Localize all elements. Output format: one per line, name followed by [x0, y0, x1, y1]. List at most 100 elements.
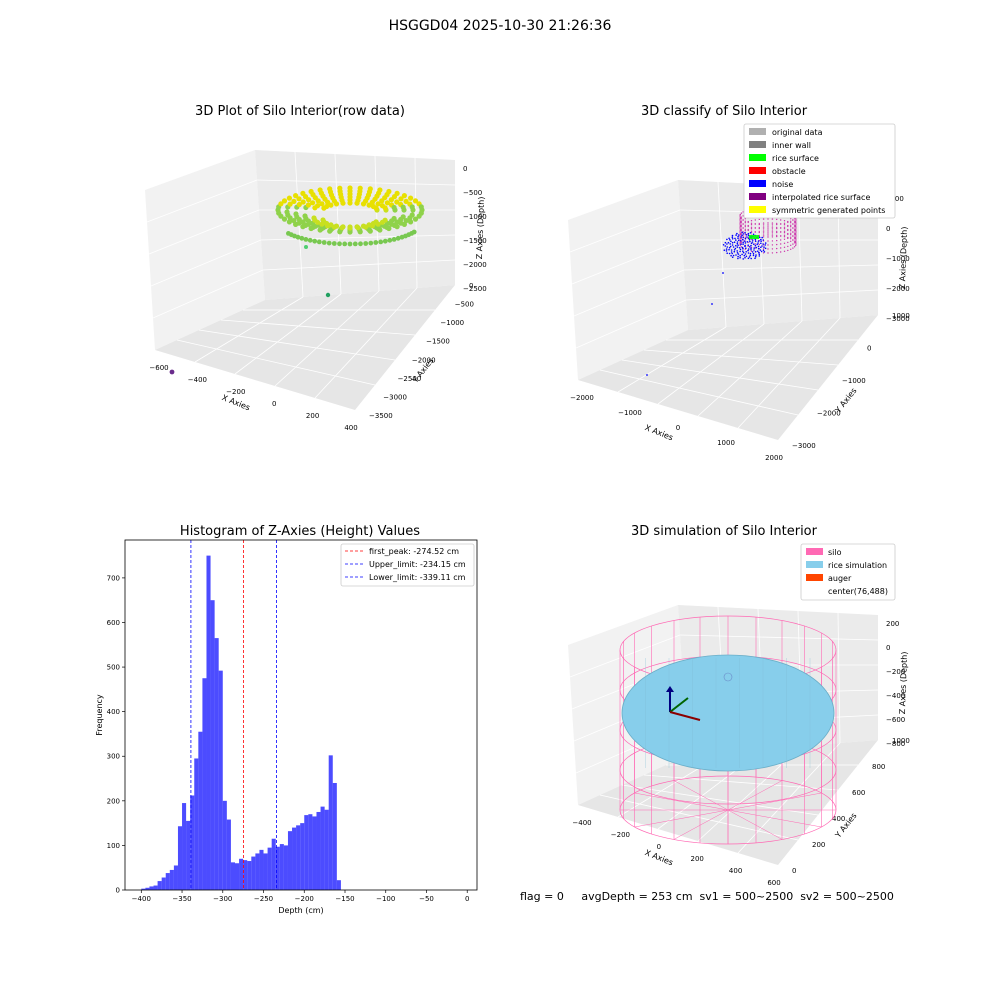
silo-floor-line [727, 792, 822, 811]
interpolated-point [744, 220, 746, 222]
interpolated-point [795, 240, 797, 243]
grid-line [599, 369, 799, 416]
interpolated-point [750, 222, 753, 224]
noise-point [752, 252, 755, 255]
noise-point [742, 248, 744, 250]
noise-point [745, 247, 747, 249]
interpolated-point [767, 236, 769, 238]
noise-point [752, 254, 755, 257]
z-tick-label: −600 [886, 716, 905, 724]
raw-point [387, 237, 393, 243]
noise-point [740, 240, 742, 242]
noise-point [751, 239, 754, 241]
interpolated-point [771, 222, 774, 224]
interpolated-point [762, 230, 765, 232]
raw-point [340, 224, 346, 230]
legend-label: Lower_limit: -339.11 cm [369, 573, 466, 582]
noise-point [752, 233, 755, 236]
noise-point [749, 232, 752, 234]
interpolated-point [747, 245, 749, 248]
interpolated-point [795, 227, 797, 229]
noise-point [737, 235, 739, 238]
interpolated-point [739, 241, 741, 244]
interpolated-point [783, 220, 786, 222]
grid-line [194, 296, 304, 363]
x-tick-label: 1000 [717, 439, 735, 447]
raw-point [391, 204, 397, 211]
noise-point [742, 250, 744, 252]
z-tick-label: −1500 [463, 237, 487, 245]
raw-plot: −600−400−20002004000−500−1000−1500−2000−… [145, 150, 487, 432]
interpolated-point [790, 226, 792, 228]
noise-point [734, 237, 736, 240]
interpolated-point [758, 218, 760, 221]
interpolated-point [783, 228, 786, 230]
z-tick-label: −500 [463, 189, 482, 197]
raw-point [296, 201, 302, 208]
x-tick-label: −1000 [618, 409, 642, 417]
noise-point [736, 252, 739, 254]
interpolated-point [767, 218, 769, 220]
noise-point [726, 238, 728, 241]
histogram-bar [226, 819, 231, 890]
interpolated-point [787, 236, 789, 239]
noise-point [726, 243, 728, 245]
noise-point [739, 250, 741, 253]
interpolated-point [780, 231, 782, 233]
raw-point [373, 240, 379, 245]
histogram-bar [275, 846, 280, 890]
floor-pane [155, 285, 455, 410]
noise-point [742, 233, 745, 235]
raw-point [333, 201, 340, 207]
interpolated-point [744, 230, 746, 232]
noise-point [749, 252, 752, 255]
raw-point [378, 239, 384, 245]
interpolated-point [742, 223, 744, 225]
raw-point [408, 219, 414, 225]
interpolated-point [793, 238, 796, 240]
raw-outlier-point [304, 245, 308, 249]
interpolated-point [783, 226, 786, 228]
y-tick-label: −500 [455, 301, 474, 309]
histogram-bar [186, 820, 191, 890]
interpolated-point [793, 222, 796, 224]
histogram-bar [259, 849, 264, 890]
histogram-bar [287, 831, 293, 890]
noise-point [742, 251, 745, 254]
x-tick-label: 600 [767, 879, 780, 887]
noise-point [730, 249, 733, 251]
interpolated-point [790, 224, 792, 226]
interpolated-point [795, 220, 797, 223]
noise-point [739, 248, 742, 251]
histogram-bar [210, 600, 215, 890]
noise-point [750, 247, 752, 249]
interpolated-point [740, 216, 743, 218]
raw-point [316, 239, 322, 245]
interpolated-point [750, 228, 753, 230]
histogram-bar [141, 888, 146, 890]
interpolated-point [739, 215, 741, 217]
interpolated-point [792, 231, 794, 233]
legend-label: original data [772, 128, 823, 137]
raw-point [300, 199, 306, 205]
noise-point [729, 245, 732, 248]
histogram-bar [247, 861, 252, 890]
x-tick-label: 200 [691, 855, 704, 863]
interpolated-point [776, 223, 778, 226]
raw-point [398, 216, 404, 223]
y-axis-label: Y Axies [833, 386, 859, 415]
raw-point [363, 241, 369, 246]
raw-point [286, 195, 292, 201]
raw-plot-title: 3D Plot of Silo Interior(row data) [195, 104, 405, 119]
interpolated-point [787, 220, 789, 223]
raw-point [400, 204, 406, 210]
noise-point [750, 244, 752, 247]
x-tick-label: −200 [226, 388, 245, 396]
noise-point [737, 253, 740, 255]
interpolated-point [795, 223, 797, 225]
interpolated-point [771, 230, 774, 232]
y-tick-label: 200 [107, 797, 120, 805]
noise-point [749, 246, 751, 248]
interpolated-point [767, 226, 769, 228]
raw-point [384, 200, 390, 206]
